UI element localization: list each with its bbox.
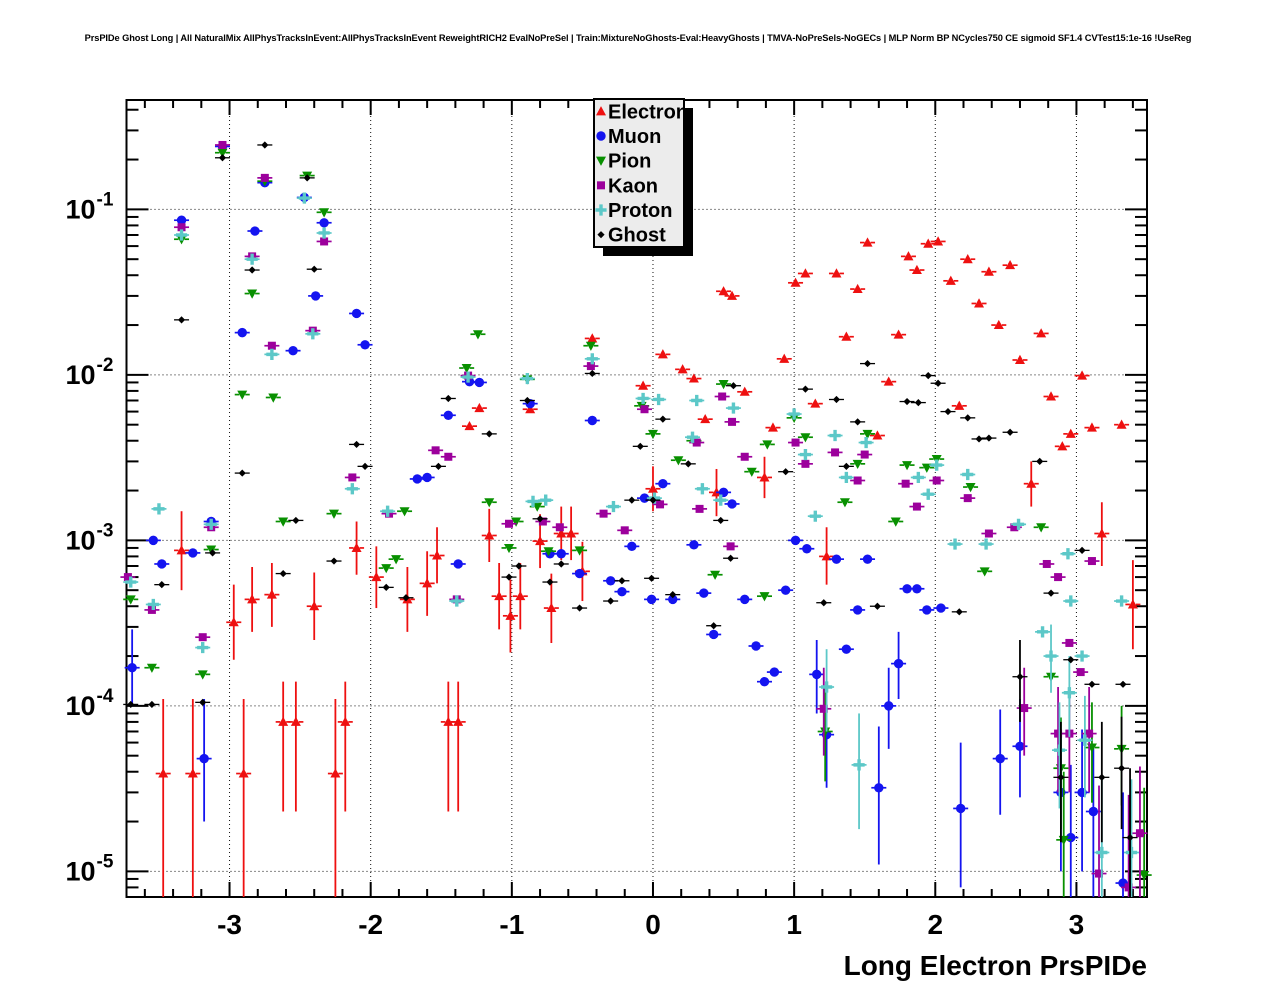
plot-title: PrsPIDe Ghost Long | All NaturalMix AllP… <box>84 33 1192 43</box>
svg-text:10: 10 <box>65 360 95 390</box>
series-electron <box>155 236 1141 897</box>
svg-text:2: 2 <box>927 909 943 940</box>
series-proton <box>123 192 1139 897</box>
legend-item-pion: Pion <box>596 151 651 173</box>
svg-text:-1: -1 <box>499 909 524 940</box>
svg-text:-2: -2 <box>97 355 114 376</box>
svg-text:-1: -1 <box>97 189 114 210</box>
legend-item-kaon: Kaon <box>597 175 658 197</box>
axis-ticks <box>126 100 1147 898</box>
svg-text:-3: -3 <box>97 520 114 541</box>
svg-text:10: 10 <box>65 194 95 224</box>
x-axis-labels: -3 -2 -1 0 1 2 3 <box>217 909 1084 940</box>
svg-text:10: 10 <box>65 525 95 555</box>
svg-text:3: 3 <box>1069 909 1085 940</box>
series-ghost <box>123 141 1138 897</box>
legend-label-proton: Proton <box>608 200 672 222</box>
legend-item-muon: Muon <box>596 126 661 148</box>
legend-item-ghost: Ghost <box>597 225 666 247</box>
series-pion <box>123 148 1152 897</box>
legend-label-ghost: Ghost <box>608 225 666 247</box>
legend-item-proton: Proton <box>595 200 672 222</box>
legend-label-muon: Muon <box>608 126 661 148</box>
legend-label-kaon: Kaon <box>608 175 658 197</box>
series-muon <box>124 141 1131 897</box>
svg-text:10: 10 <box>65 691 95 721</box>
svg-text:-4: -4 <box>97 686 114 707</box>
svg-text:10: 10 <box>65 856 95 886</box>
legend-label-electron: Electron <box>608 101 688 123</box>
x-axis-title: Long Electron PrsPIDe <box>844 950 1147 981</box>
svg-text:-3: -3 <box>217 909 242 940</box>
svg-text:0: 0 <box>645 909 661 940</box>
legend-item-electron: Electron <box>596 101 688 123</box>
legend-label-pion: Pion <box>608 151 651 173</box>
svg-text:-5: -5 <box>97 851 114 872</box>
svg-text:-2: -2 <box>358 909 383 940</box>
y-axis-labels: 10-110-210-310-410-5 <box>65 189 113 886</box>
svg-text:1: 1 <box>786 909 802 940</box>
